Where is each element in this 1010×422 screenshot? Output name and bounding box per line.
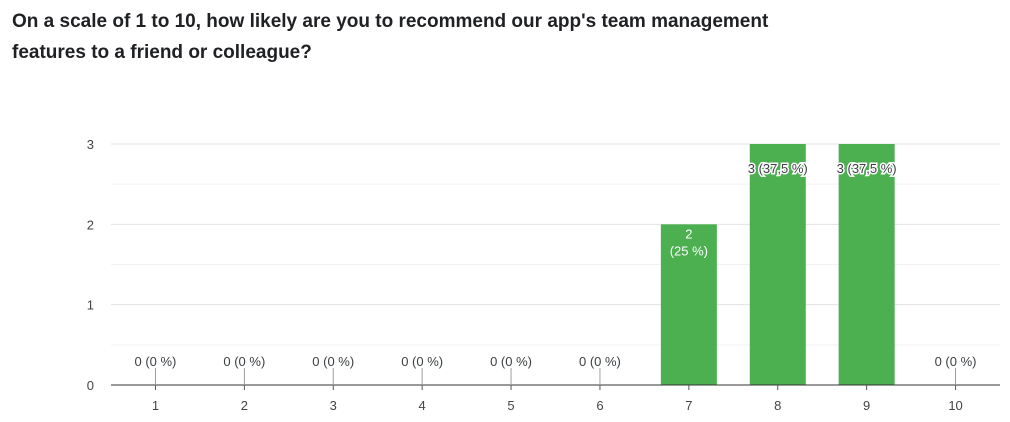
x-tick-label: 10 (948, 398, 962, 413)
x-axis-tick-labels: 1 2 3 4 5 6 7 8 9 10 (152, 385, 963, 413)
question-title: On a scale of 1 to 10, how likely are yo… (12, 11, 769, 63)
x-tick-label: 9 (863, 398, 870, 413)
x-tick-label: 4 (419, 398, 426, 413)
x-tick-label: 5 (507, 398, 514, 413)
data-label: 0 (0 %) (401, 354, 443, 369)
y-tick-label: 1 (87, 298, 94, 313)
data-label: 2 (685, 226, 692, 241)
data-label: 0 (0 %) (223, 354, 265, 369)
y-axis-tick-labels: 0 1 2 3 (87, 137, 94, 393)
data-label: 3 (37,5 %) (748, 161, 808, 176)
data-label: 0 (0 %) (490, 354, 532, 369)
data-label: 0 (0 %) (579, 354, 621, 369)
bar (749, 144, 806, 385)
bars (660, 144, 895, 385)
data-label: (25 %) (670, 243, 708, 258)
bar (838, 144, 895, 385)
x-tick-label: 7 (685, 398, 692, 413)
x-tick-label: 1 (152, 398, 159, 413)
x-tick-label: 2 (241, 398, 248, 413)
data-label: 0 (0 %) (134, 354, 176, 369)
data-labels: 0 (0 %) 0 (0 %) 0 (0 %) 0 (0 %) 0 (0 %) 0 (0 … (133, 160, 978, 385)
y-tick-label: 0 (87, 378, 94, 393)
data-label: 0 (0 %) (935, 354, 977, 369)
bar (660, 224, 717, 385)
y-tick-label: 3 (87, 137, 94, 152)
y-tick-label: 2 (87, 217, 94, 232)
data-label: 3 (37,5 %) (837, 161, 897, 176)
x-tick-label: 6 (596, 398, 603, 413)
x-tick-label: 8 (774, 398, 781, 413)
data-label: 0 (0 %) (312, 354, 354, 369)
x-tick-label: 3 (330, 398, 337, 413)
